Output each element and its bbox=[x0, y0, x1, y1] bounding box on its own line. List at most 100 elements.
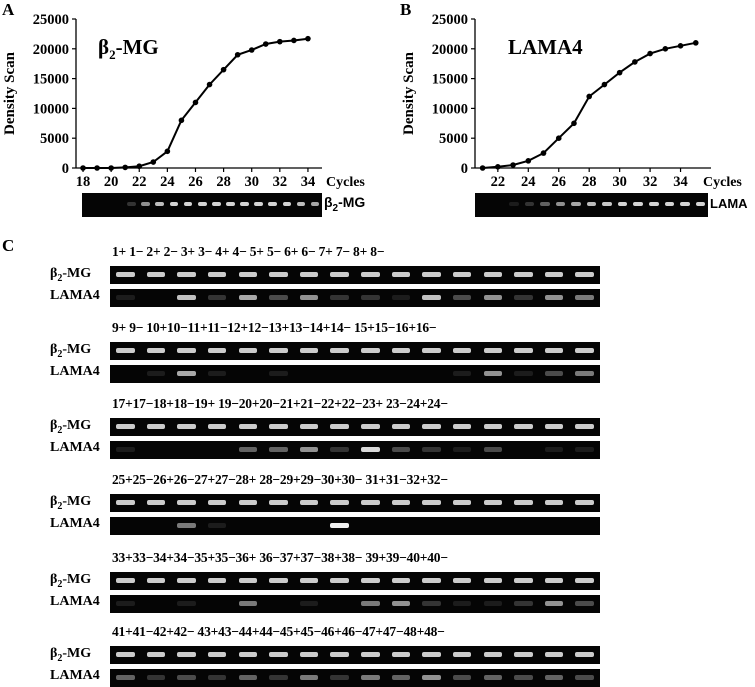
gel-band bbox=[207, 272, 227, 277]
gel-band bbox=[452, 578, 472, 583]
gel-band bbox=[391, 272, 411, 277]
data-point bbox=[632, 59, 638, 65]
gel-band bbox=[146, 652, 166, 657]
row-label-lama4: LAMA4 bbox=[50, 364, 100, 379]
gel-band bbox=[575, 652, 594, 657]
data-point bbox=[647, 50, 653, 57]
gel-strip-lama4 bbox=[110, 595, 600, 613]
gel-band bbox=[330, 652, 349, 657]
gel-band bbox=[116, 652, 135, 657]
gel-band bbox=[544, 675, 564, 680]
gel-band bbox=[540, 202, 550, 206]
data-point bbox=[616, 69, 623, 76]
gel-band bbox=[575, 523, 594, 528]
chart-b: 0 5000 10000 15000 20000 25000 22 24 26 28 30 32 34 C… bbox=[401, 12, 742, 190]
gel-band bbox=[177, 371, 196, 376]
x-tick-label: 26 bbox=[188, 174, 203, 190]
gel-band bbox=[514, 500, 533, 505]
gel-band bbox=[146, 272, 166, 277]
gel-band bbox=[177, 523, 196, 528]
data-point bbox=[677, 43, 684, 49]
gel-band bbox=[330, 424, 349, 429]
gel-strip-lama4 bbox=[110, 517, 600, 535]
gel-band bbox=[514, 601, 533, 606]
gel-band bbox=[483, 447, 503, 452]
gel-band bbox=[330, 348, 349, 353]
gel-strip-b bbox=[475, 193, 708, 217]
gel-band bbox=[514, 371, 533, 376]
chart-title: β2-MG bbox=[98, 35, 159, 62]
data-point bbox=[248, 47, 255, 53]
gel-band bbox=[514, 272, 533, 277]
gel-band bbox=[330, 371, 349, 376]
gel-band bbox=[240, 202, 249, 206]
gel-band bbox=[361, 348, 380, 353]
x-tick-label: 24 bbox=[521, 174, 536, 190]
gel-band bbox=[207, 675, 227, 680]
gel-strip-b2mg bbox=[110, 494, 600, 512]
data-point bbox=[192, 99, 199, 106]
row-label-lama4: LAMA4 bbox=[50, 668, 100, 683]
gel-band bbox=[269, 675, 288, 680]
x-tick-label: 30 bbox=[612, 174, 627, 190]
gel-band bbox=[330, 500, 349, 505]
data-point bbox=[291, 37, 297, 44]
gel-band bbox=[452, 675, 472, 680]
gel-strip-b2mg bbox=[110, 646, 600, 664]
gel-band bbox=[452, 348, 472, 353]
gel-band bbox=[239, 371, 258, 376]
gel-band bbox=[422, 348, 441, 353]
gel-band bbox=[478, 202, 488, 206]
gel-band bbox=[361, 500, 380, 505]
gel-band bbox=[544, 348, 564, 353]
gel-band bbox=[147, 601, 166, 606]
gel-band bbox=[269, 500, 288, 505]
gel-band bbox=[226, 202, 235, 206]
y-axis-label: Density Scan bbox=[401, 51, 417, 135]
gel-band bbox=[452, 272, 472, 277]
gel-band bbox=[575, 371, 594, 376]
gel-band bbox=[211, 202, 221, 206]
gel-band bbox=[664, 202, 675, 206]
gel-band bbox=[483, 371, 503, 376]
gel-band bbox=[483, 424, 503, 429]
gel-band bbox=[422, 578, 441, 583]
gel-band bbox=[269, 523, 288, 528]
gel-band bbox=[299, 447, 319, 452]
data-point bbox=[601, 81, 608, 88]
gel-band bbox=[299, 424, 319, 429]
gel-band bbox=[514, 523, 533, 528]
gel-band bbox=[330, 272, 349, 277]
chart-a: 0 5000 10000 15000 20000 25000 18 20 22 24 26 28 30 3… bbox=[2, 12, 365, 190]
gel-band bbox=[299, 578, 319, 583]
gel-band bbox=[575, 272, 594, 277]
gel-band bbox=[452, 371, 472, 376]
gel-strip-lama4 bbox=[110, 289, 600, 307]
gel-band bbox=[169, 202, 179, 206]
gel-band bbox=[299, 601, 319, 606]
gel-band bbox=[300, 523, 319, 528]
gel-band bbox=[361, 272, 380, 277]
gel-band bbox=[361, 601, 380, 606]
gel-band bbox=[141, 202, 151, 206]
gel-band bbox=[177, 578, 196, 583]
row-label-b2mg: β2-MG bbox=[50, 646, 92, 664]
gel-band bbox=[422, 601, 441, 606]
data-point bbox=[277, 38, 283, 45]
gel-band bbox=[633, 202, 643, 206]
gel-band bbox=[544, 652, 564, 657]
gel-band bbox=[99, 202, 108, 206]
row-label-b2mg: β2-MG bbox=[50, 266, 92, 284]
x-tick-label: 30 bbox=[244, 174, 259, 190]
data-point bbox=[555, 135, 562, 141]
gel-band bbox=[483, 578, 503, 583]
gel-band bbox=[422, 447, 441, 452]
panel-letter-a: A bbox=[2, 0, 15, 19]
gel-band bbox=[514, 675, 533, 680]
gel-band bbox=[177, 652, 196, 657]
gel-label-a: β2-MG bbox=[324, 194, 366, 214]
gel-strip-a bbox=[82, 193, 322, 217]
gel-band bbox=[254, 202, 263, 206]
y-tick-label: 5000 bbox=[40, 131, 69, 147]
gel-band bbox=[391, 447, 411, 452]
